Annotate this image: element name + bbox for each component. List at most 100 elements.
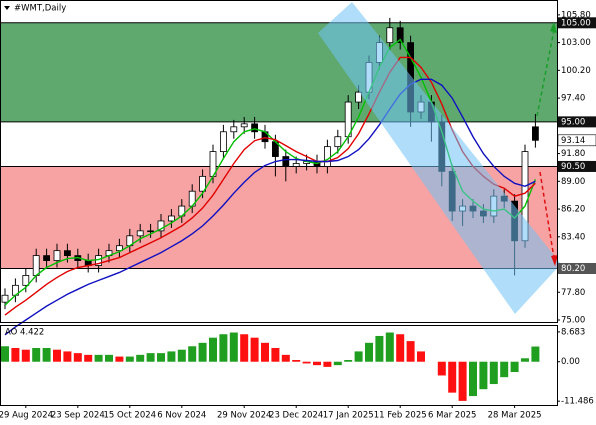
zone bbox=[1, 22, 557, 122]
ao-bar bbox=[219, 334, 228, 362]
candle-body bbox=[147, 230, 155, 233]
ao-bar bbox=[489, 361, 498, 385]
ao-bar bbox=[167, 351, 176, 362]
up-arrowhead bbox=[550, 22, 557, 33]
ao-bar bbox=[240, 334, 249, 362]
level-tag bbox=[558, 116, 596, 128]
ao-bar bbox=[136, 354, 145, 362]
candle-body bbox=[199, 175, 207, 192]
ao-bar bbox=[105, 354, 113, 362]
ao-frame bbox=[0, 325, 558, 406]
candle-body bbox=[355, 91, 363, 103]
candle-body bbox=[323, 146, 331, 167]
ao-bar bbox=[417, 351, 425, 362]
candle-body bbox=[22, 275, 30, 286]
y-tick-label: 86.20 bbox=[561, 205, 585, 215]
ao-bar bbox=[53, 349, 61, 362]
ao-bar bbox=[510, 361, 519, 373]
ao-bar bbox=[11, 347, 20, 362]
ao-bar bbox=[42, 347, 51, 362]
ao-bar bbox=[73, 353, 82, 362]
candle-body bbox=[32, 255, 40, 276]
ao-bar bbox=[188, 346, 197, 362]
ao-bar bbox=[437, 361, 446, 376]
candle-body bbox=[396, 27, 404, 44]
ao-bar bbox=[125, 356, 134, 362]
level-tag bbox=[558, 263, 596, 274]
ao-bar bbox=[209, 337, 217, 362]
level-label: 90.50 bbox=[561, 162, 585, 172]
ao-bar bbox=[448, 361, 457, 393]
y-tick-label: 97.40 bbox=[561, 94, 585, 104]
ao-bar bbox=[157, 353, 165, 362]
ao-bar bbox=[281, 354, 290, 362]
ao-value: 4.422 bbox=[20, 328, 44, 338]
moving-average bbox=[4, 78, 536, 336]
candle-body bbox=[240, 123, 248, 128]
ao-bar bbox=[84, 354, 93, 362]
ao-bar bbox=[261, 342, 269, 362]
ao-bar bbox=[500, 361, 509, 378]
ao-bar bbox=[302, 361, 311, 364]
y-tick-label: 77.80 bbox=[561, 288, 585, 298]
candle-body bbox=[167, 215, 175, 222]
candle-body bbox=[95, 255, 102, 266]
ao-bar bbox=[333, 361, 342, 366]
ao-bar bbox=[375, 335, 384, 362]
candle-body bbox=[157, 220, 165, 232]
y-tick-label: 89.00 bbox=[561, 177, 585, 187]
candle-body bbox=[1, 294, 9, 303]
ao-bar bbox=[94, 354, 103, 362]
candle-body bbox=[64, 250, 71, 257]
y-tick-label: 0.00 bbox=[561, 357, 580, 367]
ao-bar bbox=[323, 361, 332, 367]
y-tick-label: 103.00 bbox=[561, 38, 591, 48]
ao-bar bbox=[198, 342, 207, 362]
ao-bar bbox=[292, 360, 301, 362]
candle-body bbox=[219, 131, 227, 152]
candle-body bbox=[292, 163, 300, 167]
x-tick-label: 15 Oct 2024 bbox=[104, 411, 157, 421]
candle-body bbox=[532, 126, 539, 141]
ao-bar bbox=[63, 351, 72, 362]
ao-bar bbox=[177, 349, 186, 362]
moving-average bbox=[4, 56, 536, 316]
x-tick-label: 23 Sep 2024 bbox=[51, 411, 105, 421]
x-tick-label: 11 Feb 2025 bbox=[374, 411, 427, 421]
ao-bar bbox=[458, 361, 467, 401]
candle-body bbox=[251, 123, 259, 133]
menu-icon bbox=[4, 6, 10, 10]
trend-channel bbox=[318, 2, 561, 314]
y-tick-label: -11.486 bbox=[561, 397, 594, 407]
y-tick-label: 91.80 bbox=[561, 149, 585, 159]
up-arrow bbox=[536, 29, 555, 117]
ao-bar bbox=[271, 347, 280, 362]
x-tick-label: 6 Nov 2024 bbox=[157, 411, 206, 421]
level-label: 80.20 bbox=[561, 264, 585, 274]
ao-bar bbox=[344, 360, 353, 362]
ao-bar bbox=[365, 342, 373, 362]
level-tag bbox=[558, 160, 596, 172]
down-arrowhead bbox=[551, 255, 558, 266]
ao-bar bbox=[531, 346, 540, 362]
ao-bar bbox=[396, 334, 405, 362]
ao-bar bbox=[250, 337, 259, 362]
y-tick-label: 105.80 bbox=[561, 10, 591, 20]
price-frame bbox=[0, 0, 558, 323]
symbol-label: #WMT,Daily bbox=[14, 4, 66, 14]
x-tick-label: 29 Nov 2024 bbox=[217, 411, 271, 421]
x-tick-label: 23 Dec 2024 bbox=[269, 411, 323, 421]
x-tick-label: 28 Mar 2025 bbox=[488, 411, 542, 421]
candle-body bbox=[43, 255, 50, 261]
candle-body bbox=[230, 126, 238, 133]
y-tick-label: 100.20 bbox=[561, 66, 591, 76]
ao-bar bbox=[469, 361, 477, 397]
ao-bar bbox=[146, 353, 155, 362]
ao-bar bbox=[1, 346, 9, 362]
ao-bar bbox=[21, 349, 30, 362]
candle-body bbox=[386, 27, 394, 44]
candle-body bbox=[53, 250, 61, 261]
ao-bar bbox=[115, 356, 124, 362]
